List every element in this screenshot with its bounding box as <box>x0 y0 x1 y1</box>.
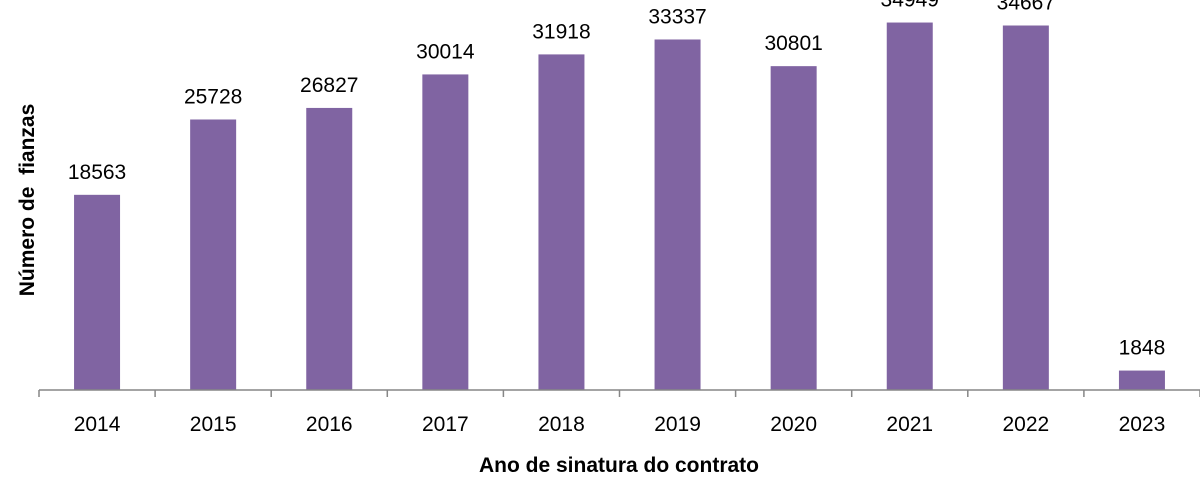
x-tick-label-2016: 2016 <box>306 413 353 436</box>
bar-2020 <box>770 66 817 391</box>
data-label-2021: 34949 <box>881 0 939 12</box>
x-tick-label-2023: 2023 <box>1119 413 1166 436</box>
bar-2017 <box>422 74 469 390</box>
data-label-2015: 25728 <box>184 85 242 108</box>
data-label-2016: 26827 <box>300 74 358 97</box>
data-label-2017: 30014 <box>416 40 475 63</box>
x-tick-label-2019: 2019 <box>654 413 701 436</box>
data-label-2023: 1848 <box>1119 337 1166 360</box>
bars-group <box>74 22 1165 391</box>
data-label-2018: 31918 <box>532 20 590 43</box>
bar-2015 <box>190 119 237 390</box>
x-tick-label-2020: 2020 <box>770 413 817 436</box>
x-axis-ticks <box>38 390 1200 397</box>
bar-2021 <box>886 22 933 391</box>
x-tick-label-2022: 2022 <box>1002 413 1049 436</box>
x-tick-label-2021: 2021 <box>886 413 933 436</box>
y-axis-title: Número de fianzas <box>16 104 39 297</box>
data-label-2019: 33337 <box>648 5 706 28</box>
x-tick-label-2014: 2014 <box>74 413 121 436</box>
bar-2022 <box>1002 25 1049 391</box>
bar-2018 <box>538 54 585 390</box>
x-axis-tick-labels: 2014 2015 2016 2017 2018 2019 2020 2021 2022 2023 <box>74 413 1166 436</box>
x-tick-label-2018: 2018 <box>538 413 585 436</box>
bar-2023 <box>1118 370 1165 390</box>
x-axis-title: Ano de sinatura do contrato <box>479 454 759 477</box>
x-tick-label-2015: 2015 <box>190 413 237 436</box>
data-label-2020: 30801 <box>764 32 822 55</box>
x-tick-label-2017: 2017 <box>422 413 469 436</box>
data-label-2022: 34667 <box>997 0 1055 15</box>
data-label-2014: 18563 <box>68 161 126 184</box>
bar-2014 <box>74 194 121 390</box>
bar-2016 <box>306 107 353 390</box>
data-labels-group: 18563 25728 26827 30014 31918 33337 30801 34949… <box>68 0 1165 360</box>
bar-2019 <box>654 39 701 390</box>
